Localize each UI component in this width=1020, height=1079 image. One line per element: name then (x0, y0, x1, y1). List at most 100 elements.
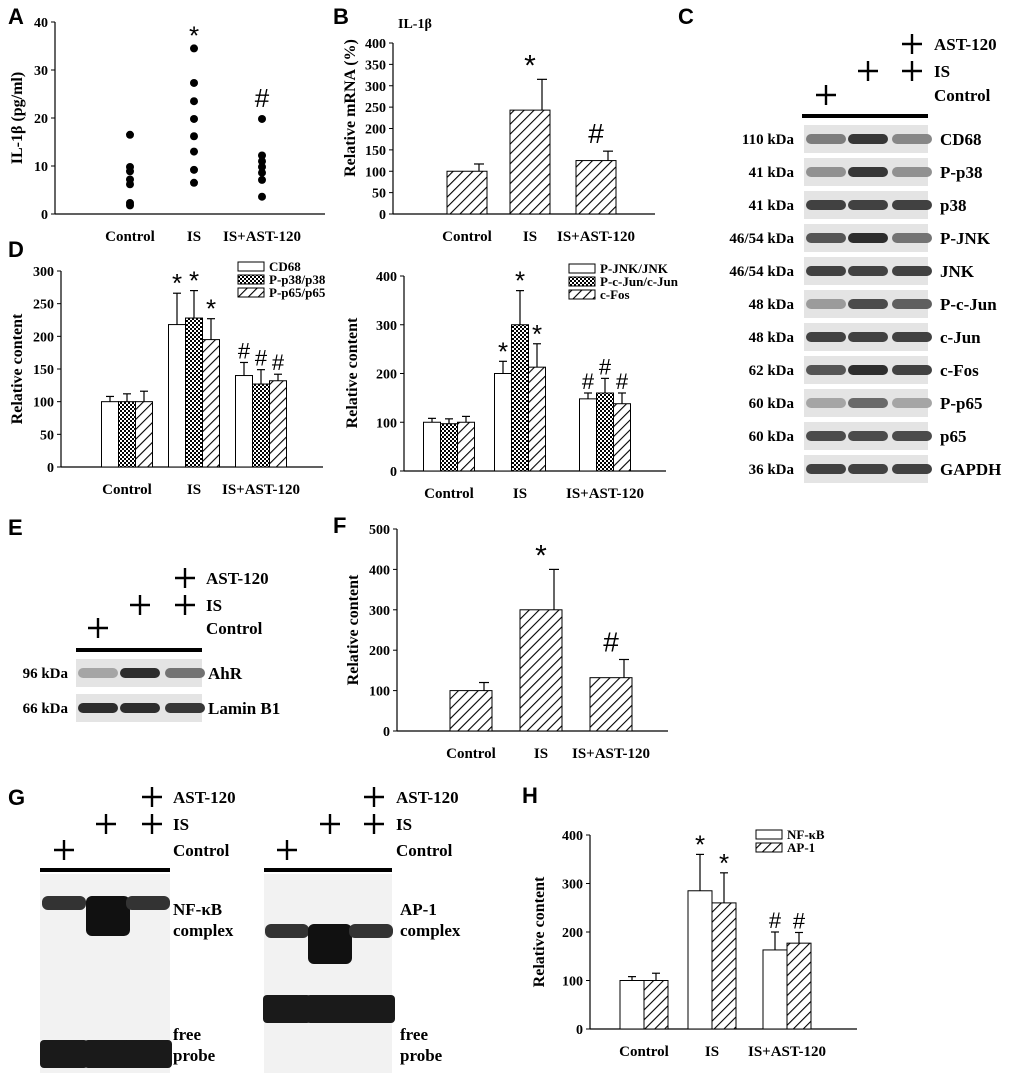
y-axis-label: IL-1β (pg/ml) (9, 72, 26, 164)
x-tick-label: IS+AST-120 (748, 1044, 826, 1060)
data-point (126, 201, 134, 210)
gel-bar (40, 868, 170, 872)
x-tick-label: IS+AST-120 (222, 482, 300, 498)
gel-band-complex (349, 924, 393, 938)
significance-marker: * (498, 336, 508, 366)
blot-protein-label: GAPDH (940, 460, 1001, 479)
blot-protein-label: JNK (940, 262, 975, 281)
legend-swatch (237, 274, 265, 285)
blot-bar-e (76, 648, 202, 652)
treatment-label-control: Control (934, 86, 991, 105)
data-point (258, 157, 266, 166)
y-axis-label: Relative content (345, 574, 362, 685)
treatment-header-g-left: AST-120 IS Control (54, 787, 236, 860)
legend-swatch (755, 829, 783, 840)
complex-label: complex (173, 921, 234, 940)
x-tick-label: Control (102, 482, 152, 498)
significance-marker: * (515, 266, 525, 296)
treatment-label-control: Control (396, 841, 453, 860)
legend-label: P-c-Jun/c-Jun (600, 274, 679, 289)
significance-marker: * (535, 539, 547, 572)
blot-band (806, 200, 846, 210)
bar (185, 317, 203, 468)
y-tick-label: 400 (369, 563, 390, 578)
bar (449, 690, 493, 732)
bar (711, 902, 737, 1030)
y-tick-label: 400 (376, 270, 397, 285)
complex-label: AP-1 (400, 900, 437, 919)
chart-f: 0 100 200 300 400 500 Control IS IS+AST-120 Relat… (345, 523, 668, 762)
treatment-header-e: AST-120 IS Control (88, 568, 269, 638)
treatment-label-ast: AST-120 (934, 35, 997, 54)
bar (135, 401, 153, 468)
blot-protein-label: P-c-Jun (940, 295, 997, 314)
significance-marker: # (616, 369, 629, 394)
blot-band (892, 431, 932, 441)
significance-marker: # (769, 908, 782, 933)
gel-band-complex (265, 924, 309, 938)
treatment-label-is: IS (396, 815, 412, 834)
blot-bar-c (802, 114, 928, 118)
gel-band-complex (308, 924, 352, 964)
molecular-weight-label: 60 kDa (749, 429, 795, 445)
bar (269, 380, 287, 468)
bar (643, 980, 669, 1030)
data-point (190, 114, 198, 123)
free-probe-label: probe (173, 1046, 216, 1065)
blot-band (806, 299, 846, 309)
bar (519, 609, 563, 732)
legend-label: CD68 (269, 259, 301, 274)
y-tick-label: 200 (562, 926, 583, 941)
blot-band (806, 233, 846, 243)
significance-marker: * (695, 829, 705, 859)
x-tick-label: Control (105, 229, 155, 245)
y-tick-label: 400 (365, 37, 386, 52)
y-tick-label: 300 (369, 604, 390, 619)
bar (494, 373, 512, 472)
data-point (190, 97, 198, 106)
y-tick-label: 150 (365, 144, 386, 159)
y-tick-label: 100 (33, 396, 54, 411)
legend-label: P-JNK/JNK (600, 261, 669, 276)
gel-band-free-probe (84, 1040, 132, 1068)
charts-layer: 0 10 20 30 40 Control IS IS+AST-120 IL-1β (pg/ml… (9, 16, 857, 1060)
y-axis-label: Relative content (344, 317, 361, 428)
blot-protein-label: c-Jun (940, 328, 981, 347)
data-point (190, 178, 198, 187)
data-point (258, 114, 266, 123)
gel-band-free-probe (124, 1040, 172, 1068)
blot-band (165, 703, 205, 713)
bar (235, 375, 253, 468)
blot-band (848, 167, 888, 177)
blot-band (892, 167, 932, 177)
data-point (258, 168, 266, 177)
bar (252, 383, 270, 468)
data-point (126, 130, 134, 139)
chart-d-left: 0 50 100 150 200 250 300 Control IS IS+AST-120 Rel… (9, 259, 326, 498)
complex-label: NF-κB (173, 900, 222, 919)
molecular-weight-label: 110 kDa (742, 132, 795, 148)
treatment-label-is: IS (934, 62, 950, 81)
blot-band (848, 431, 888, 441)
data-point (190, 147, 198, 156)
bar (446, 170, 488, 215)
bar (101, 401, 119, 468)
significance-marker: # (599, 354, 612, 379)
treatment-header-c: AST-120 IS Control (816, 34, 997, 105)
data-point (126, 167, 134, 176)
molecular-weight-label: 46/54 kDa (729, 264, 794, 280)
y-tick-label: 10 (34, 160, 48, 175)
significance-marker: # (588, 118, 604, 149)
significance-marker: * (524, 49, 536, 82)
blot-band (806, 365, 846, 375)
y-tick-label: 350 (365, 58, 386, 73)
molecular-weight-label: 96 kDa (23, 666, 69, 682)
bar (687, 890, 713, 1030)
blot-band (806, 266, 846, 276)
y-axis-label: Relative content (9, 313, 26, 424)
y-tick-label: 100 (376, 416, 397, 431)
blot-protein-label: p38 (940, 196, 966, 215)
legend-label: NF-κB (787, 827, 825, 842)
y-tick-label: 20 (34, 112, 48, 127)
molecular-weight-label: 60 kDa (749, 396, 795, 412)
